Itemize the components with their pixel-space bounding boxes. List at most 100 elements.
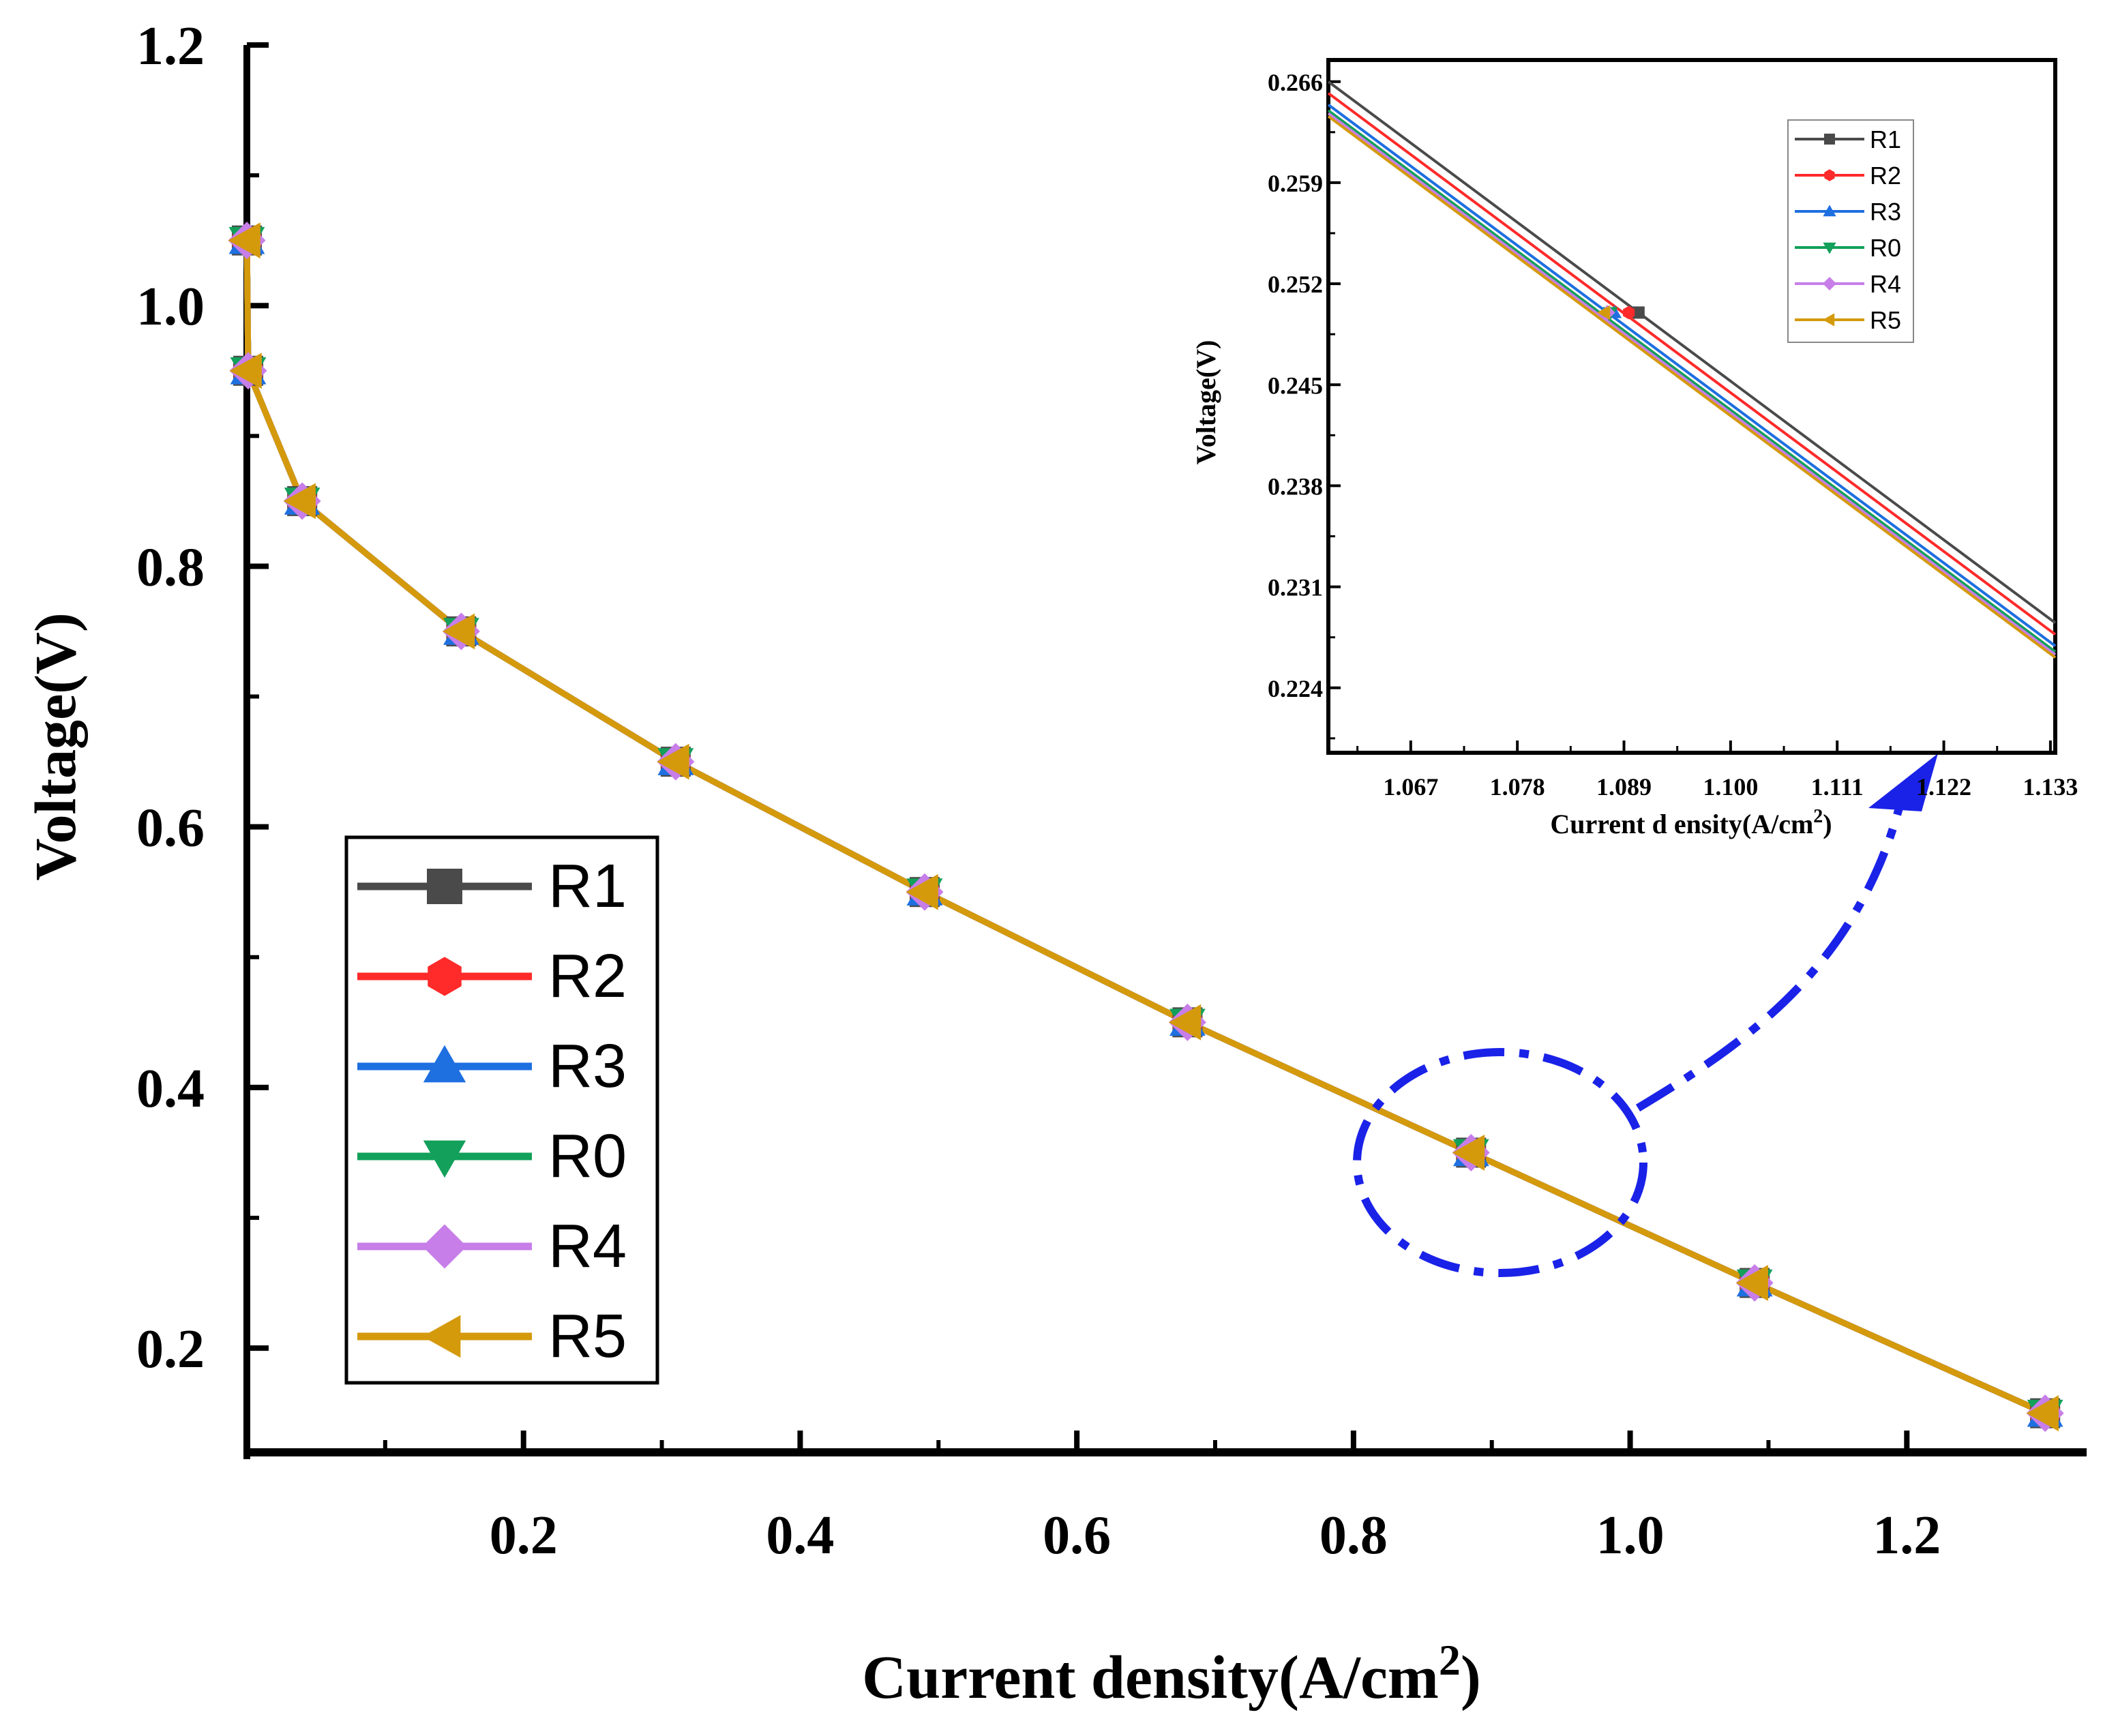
legend-label-r1: R1 xyxy=(548,852,627,921)
main-x-axis-title-sup: 2 xyxy=(1439,1636,1461,1684)
inset-y-tick-label: 0.259 xyxy=(1268,170,1323,197)
inset-frame xyxy=(1326,58,2057,755)
inset-legend-label-r1: R1 xyxy=(1870,125,1901,153)
inset-y-tick-label: 0.252 xyxy=(1268,271,1323,298)
inset-legend-items: R1 R2 R3 R0 R4 R5 xyxy=(1795,125,1901,334)
data-point-r5 xyxy=(2026,1395,2059,1432)
zoom-arrow-head xyxy=(1868,753,1938,811)
legend-label-r3: R3 xyxy=(548,1032,627,1101)
inset-legend-item-r5: R5 xyxy=(1795,306,1901,334)
zoom-arrow-line xyxy=(1635,807,1903,1112)
data-point-r5 xyxy=(229,353,262,389)
main-x-tick-label: 0.4 xyxy=(766,1506,834,1566)
data-point-r5 xyxy=(1452,1135,1485,1171)
legend-item-r3: R3 xyxy=(357,1032,627,1101)
inset-legend-marker-r3 xyxy=(1823,205,1836,217)
inset-x-tick-label: 1.133 xyxy=(2023,773,2078,800)
main-y-tick-label: 1.2 xyxy=(136,16,205,76)
main-x-tick-label: 1.0 xyxy=(1596,1506,1665,1566)
main-y-tick-label: 0.6 xyxy=(136,798,205,858)
main-y-tick-label: 0.8 xyxy=(136,537,205,597)
inset-series-line-r5 xyxy=(1327,115,2057,659)
main-y-ticks: 0.2 0.4 0.6 0.8 1.0 1.2 xyxy=(136,16,269,1379)
main-y-tick-label: 1.0 xyxy=(136,277,205,337)
inset-y-tick-label: 0.238 xyxy=(1268,473,1323,500)
inset-x-ticks: 1.067 1.078 1.089 1.100 1.111 1.122 1.133 xyxy=(1356,740,2078,800)
main-x-axis-title: Current density(A/cm2) xyxy=(862,1636,1481,1711)
legend-marker-r2 xyxy=(428,957,462,996)
zoom-annotation xyxy=(1353,807,1903,1277)
data-point-r5 xyxy=(1168,1004,1202,1041)
main-legend-items: R1 R2 R3 R0 R4 R5 xyxy=(357,852,627,1371)
main-x-tick-label: 0.6 xyxy=(1043,1506,1111,1566)
main-x-ticks: 0.2 0.4 0.6 0.8 1.0 1.2 xyxy=(383,1431,1941,1566)
data-point-r5 xyxy=(442,613,475,650)
inset-legend-item-r3: R3 xyxy=(1795,198,1901,226)
inset-y-tick-label: 0.224 xyxy=(1268,675,1323,702)
series-line-r5 xyxy=(243,240,2046,1416)
inset-plot: 0.224 0.231 0.238 0.245 0.252 0.259 0.266 1.06… xyxy=(1191,58,2078,839)
inset-legend-label-r4: R4 xyxy=(1870,270,1901,298)
data-point-r5 xyxy=(657,743,689,780)
inset-legend-label-r2: R2 xyxy=(1870,162,1901,190)
main-plot: 0.2 0.4 0.6 0.8 1.0 1.2 0.2 0.4 0.6 0.8 1.0 1.2 Vo… xyxy=(23,16,2087,1711)
inset-data-point-r5 xyxy=(1596,305,1611,320)
inset-x-tick-label: 1.067 xyxy=(1383,773,1438,800)
main-y-tick-label: 0.2 xyxy=(136,1319,205,1379)
inset-x-axis-title: Current d ensity(A/cm2) xyxy=(1550,806,1832,839)
data-point-r5 xyxy=(283,483,316,520)
inset-legend-label-r0: R0 xyxy=(1870,234,1901,262)
legend-item-r1: R1 xyxy=(357,852,627,921)
legend-marker-r3 xyxy=(423,1045,466,1083)
inset-y-tick-label: 0.266 xyxy=(1268,69,1323,96)
main-x-tick-label: 0.8 xyxy=(1319,1506,1388,1566)
legend-item-r0: R0 xyxy=(357,1122,627,1191)
legend-label-r5: R5 xyxy=(548,1302,627,1371)
main-legend-box xyxy=(344,835,659,1385)
inset-legend-item-r2: R2 xyxy=(1795,162,1901,190)
legend-marker-r5 xyxy=(422,1315,461,1358)
inset-y-tick-label: 0.245 xyxy=(1268,372,1323,399)
inset-legend-marker-r5 xyxy=(1823,313,1835,327)
legend-label-r4: R4 xyxy=(548,1212,627,1281)
inset-legend-item-r0: R0 xyxy=(1795,234,1901,262)
main-x-tick-label: 0.2 xyxy=(490,1506,558,1566)
main-series xyxy=(228,222,2064,1433)
inset-series-line-r3 xyxy=(1327,104,2057,647)
main-y-axis-title: Voltage(V) xyxy=(23,612,88,880)
inset-y-axis-title: Voltage(V) xyxy=(1191,340,1221,465)
inset-x-axis-title-close: ) xyxy=(1823,809,1832,839)
main-x-axis-title-close: ) xyxy=(1461,1644,1481,1711)
legend-marker-r4 xyxy=(422,1224,467,1269)
inset-legend-item-r1: R1 xyxy=(1795,125,1901,153)
inset-x-tick-label: 1.111 xyxy=(1811,773,1864,800)
series-r5 xyxy=(243,240,2046,1416)
main-legend: R1 R2 R3 R0 R4 R5 xyxy=(344,835,659,1385)
inset-series-r2 xyxy=(1327,92,2057,636)
inset-series-line-r0 xyxy=(1327,109,2057,653)
inset-legend-marker-r4 xyxy=(1823,277,1836,290)
inset-series-line-r4 xyxy=(1327,112,2057,656)
legend-item-r5: R5 xyxy=(357,1302,627,1371)
inset-legend-box xyxy=(1787,119,1914,343)
main-x-axis-title-text: Current density(A/cm xyxy=(862,1644,1439,1711)
data-point-r5 xyxy=(906,873,938,910)
inset-x-axis-title-text: Current d ensity(A/cm xyxy=(1550,809,1813,839)
main-y-tick-label: 0.4 xyxy=(136,1059,205,1119)
legend-marker-r1 xyxy=(427,869,462,904)
inset-legend-marker-r1 xyxy=(1824,134,1835,145)
legend-label-r2: R2 xyxy=(548,942,627,1011)
legend-label-r0: R0 xyxy=(548,1122,627,1191)
inset-series-line-r2 xyxy=(1327,92,2057,636)
inset-x-tick-label: 1.089 xyxy=(1596,773,1652,800)
inset-series xyxy=(1327,80,2057,659)
data-point-r5 xyxy=(1735,1265,1768,1301)
inset-series-r1 xyxy=(1327,80,2057,625)
legend-marker-r0 xyxy=(423,1140,466,1178)
inset-x-tick-label: 1.078 xyxy=(1490,773,1545,800)
inset-legend-marker-r2 xyxy=(1824,169,1835,181)
zoom-ellipse xyxy=(1353,1048,1647,1277)
inset-x-tick-label: 1.122 xyxy=(1916,773,1971,800)
inset-legend-label-r5: R5 xyxy=(1870,306,1901,334)
